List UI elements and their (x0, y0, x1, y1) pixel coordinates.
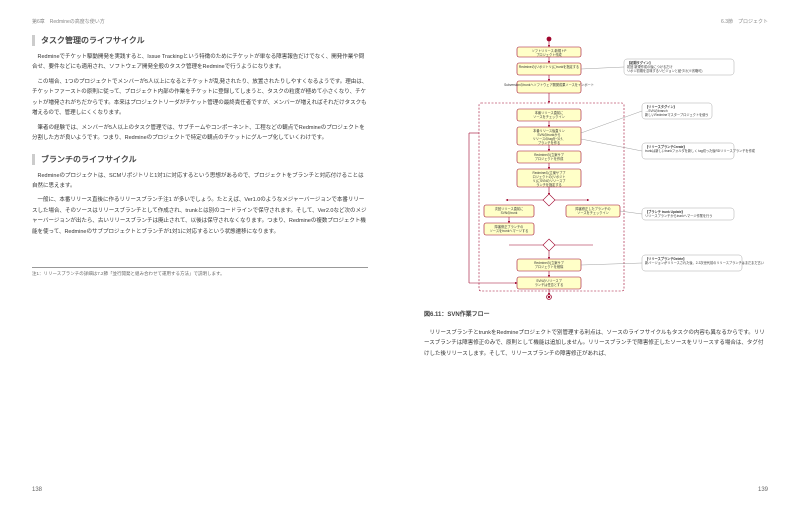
svg-text:リリースブランチからtrunkへマージ作業を行う: リリースブランチからtrunkへマージ作業を行う (645, 213, 712, 218)
svg-text:ソースをチェックイン: ソースをチェックイン (533, 114, 565, 119)
svg-text:ランチを指定する: ランチを指定する (536, 182, 562, 187)
section-title-task: タスク管理のライフサイクル (32, 35, 368, 46)
paragraph: この場合、1つのプロジェクトでメンバーが5人以上になるとチケットが乱発されたり、… (32, 77, 368, 119)
svg-text:プロジェクトを削除: プロジェクトを削除 (535, 264, 564, 269)
svg-text:Subversionのtrunkへソフトウェア開発成果ソース: Subversionのtrunkへソフトウェア開発成果ソースをインポート (504, 82, 594, 87)
chapter-header: 第6章 Redmineの高度な使い方 (32, 18, 368, 25)
page-number: 139 (758, 487, 768, 493)
svg-text:ソースをtrunkへマージする: ソースをtrunkへマージする (490, 228, 529, 233)
footnote: 注1：リリースブランチの詳細は7.2節「並行開発と組み合わせて運用する方法」で説… (32, 267, 368, 277)
svg-text:Redmineの(リポジトリ)にtrunkを指定する: Redmineの(リポジトリ)にtrunkを指定する (519, 64, 579, 69)
svg-text:新しいRedmineマスタープロジェクトを使う: 新しいRedmineマスタープロジェクトを使う (645, 112, 709, 117)
section-title-branch: ブランチのライフサイクル (32, 154, 368, 165)
paragraph: Redmineのプロジェクトは、SCMリポジトリと1対1に対応するという思想があ… (32, 171, 368, 192)
svg-text:ブランチを作る: ブランチを作る (538, 140, 560, 145)
paragraph: リリースブランチとtrunkをRedmineプロジェクトで別管理する利点は、ソー… (424, 328, 768, 359)
paragraph: 一般に、本番リリース直後に作るリリースブランチ注1 が多いでしょう。たとえば、V… (32, 195, 368, 237)
svg-text:trunkは新しいtrunkフォルダを新しく tag切った後: trunkは新しいtrunkフォルダを新しく tag切った後RDリリースブランチ… (645, 148, 756, 153)
svg-text:リポジ初期を意味するリビジョンと紐づけ(※省略可): リポジ初期を意味するリビジョンと紐づけ(※省略可) (627, 68, 702, 73)
figure-caption: 図6.11：SVN作業フロー (424, 309, 768, 318)
svg-text:新バージョンがリリースされた後、2-3次世代前のリリースブラ: 新バージョンがリリースされた後、2-3次世代前のリリースブランチはまだまだ古いと… (645, 260, 764, 265)
page-right: 6.3節 プロジェクト ソフトリリース:新規トPプロジェクト作成Redmineの… (400, 0, 800, 505)
paragraph: 筆者の経験では、メンバーが5人以上のタスク管理では、サブチームやコンポーネント、… (32, 123, 368, 144)
paragraph: Redmineでチケット駆動開発を実践すると、Issue Trackingという… (32, 52, 368, 73)
section-header: 6.3節 プロジェクト (424, 18, 768, 25)
svg-text:ソースをチェックイン: ソースをチェックイン (577, 210, 609, 215)
svg-text:ランチは任意とする: ランチは任意とする (535, 282, 564, 287)
svg-text:プロジェクトを作成: プロジェクトを作成 (535, 156, 564, 161)
page-left: 第6章 Redmineの高度な使い方 タスク管理のライフサイクル Redmine… (0, 0, 400, 505)
page-number: 138 (32, 487, 42, 493)
svg-text:SVNのtrunk: SVNのtrunk (501, 211, 518, 215)
svg-text:プロジェクト作成: プロジェクト作成 (536, 52, 562, 57)
svn-workflow-diagram: ソフトリリース:新規トPプロジェクト作成Redmineの(リポジトリ)にtrun… (424, 33, 764, 303)
